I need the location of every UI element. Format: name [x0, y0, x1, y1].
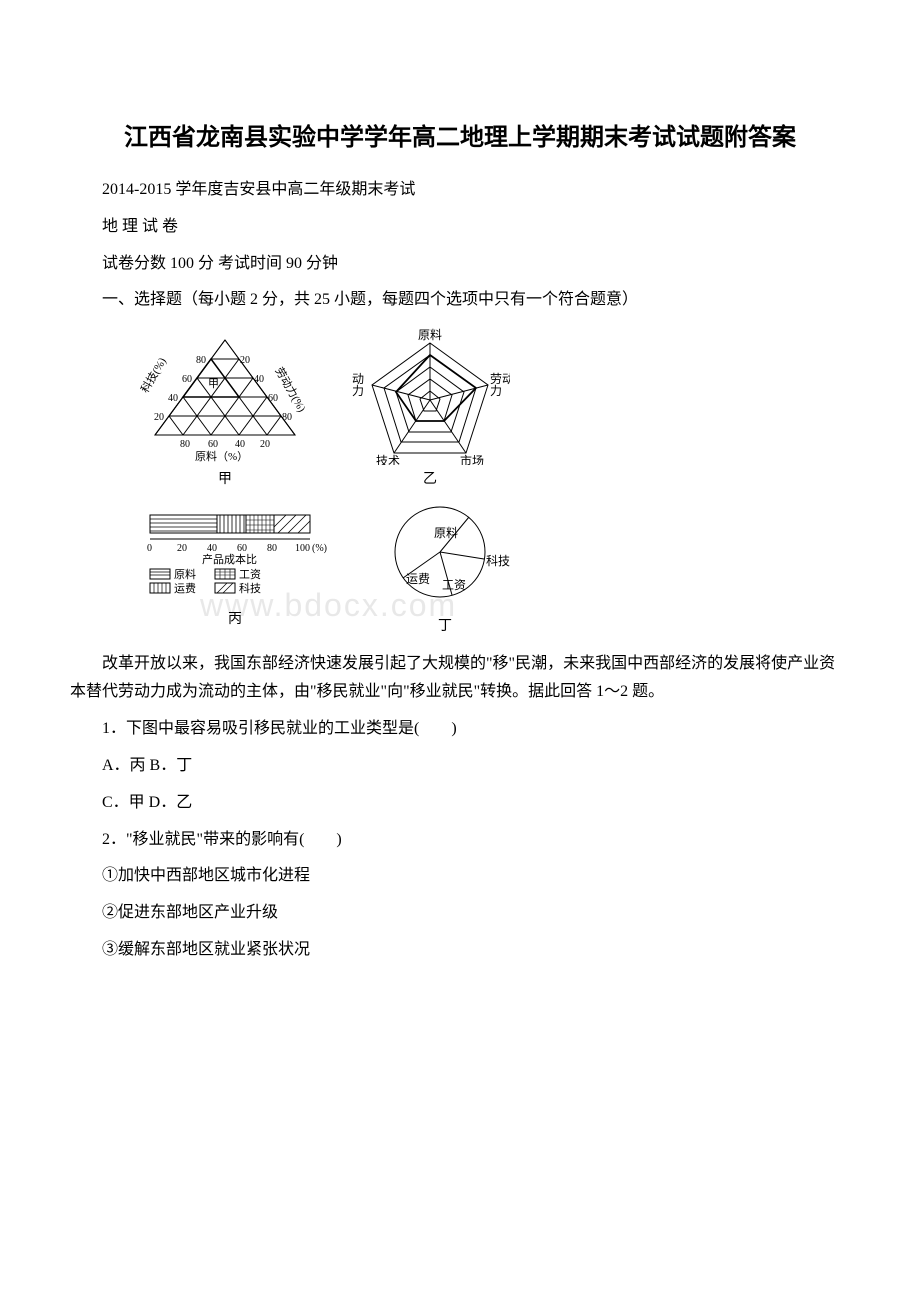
- figure-bing: 0 20 40 60 80 100 (%) 产品成本比 原料: [140, 505, 330, 632]
- q2-stem: 2．"移业就民"带来的影响有( ): [70, 826, 850, 855]
- svg-text:80: 80: [196, 355, 206, 366]
- svg-text:原料: 原料: [434, 526, 458, 540]
- q2-option-1: ①加快中西部地区城市化进程: [70, 862, 850, 891]
- svg-text:80: 80: [282, 412, 292, 423]
- svg-text:科技: 科技: [486, 554, 510, 568]
- q1-option-c: C．甲 D．乙: [70, 789, 850, 818]
- q2-option-2: ②促进东部地区产业升级: [70, 899, 850, 928]
- figure-ding-label: 丁: [370, 614, 520, 639]
- svg-text:力: 力: [490, 384, 502, 398]
- svg-text:产品成本比: 产品成本比: [202, 552, 257, 566]
- svg-text:市场: 市场: [460, 453, 484, 465]
- context-paragraph: 改革开放以来，我国东部经济快速发展引起了大规模的"移"民潮，未来我国中西部经济的…: [70, 650, 850, 708]
- section1-heading: 一、选择题（每小题 2 分，共 25 小题，每题四个选项中只有一个符合题意）: [70, 286, 850, 315]
- document-title: 江西省龙南县实验中学学年高二地理上学期期末考试试题附答案: [70, 120, 850, 156]
- svg-text:工资: 工资: [239, 568, 261, 581]
- svg-text:科技(%): 科技(%): [140, 355, 169, 396]
- figure-ding: 原料 科技 工资 运费 丁: [370, 497, 520, 639]
- svg-text:100: 100: [295, 543, 310, 554]
- svg-text:0: 0: [147, 543, 152, 554]
- exam-info: 试卷分数 100 分 考试时间 90 分钟: [70, 250, 850, 279]
- subtitle-line-2: 地 理 试 卷: [70, 213, 850, 242]
- svg-text:技术: 技术: [376, 454, 400, 465]
- svg-text:原料（%）: 原料（%）: [195, 449, 248, 463]
- svg-text:60: 60: [237, 543, 247, 554]
- figure-jia-label: 甲: [140, 467, 310, 492]
- q1-stem: 1．下图中最容易吸引移民就业的工业类型是( ): [70, 715, 850, 744]
- svg-text:20: 20: [154, 412, 164, 423]
- figure-bing-label: 丙: [140, 607, 330, 632]
- svg-text:劳动力(%): 劳动力(%): [272, 365, 308, 415]
- svg-text:20: 20: [240, 355, 250, 366]
- figure-jia: 甲 80 60 40 20 20 40 60 80 20 40 60 80 科技…: [140, 325, 310, 492]
- subtitle-line-1: 2014-2015 学年度吉安县中高二年级期末考试: [70, 176, 850, 205]
- q2-option-3: ③缓解东部地区就业紧张状况: [70, 936, 850, 965]
- svg-text:力: 力: [352, 384, 364, 398]
- svg-text:原料: 原料: [174, 567, 196, 581]
- svg-text:20: 20: [177, 543, 187, 554]
- figure-yi-label: 乙: [350, 467, 510, 492]
- svg-text:科技: 科技: [239, 581, 261, 595]
- svg-text:60: 60: [182, 374, 192, 385]
- svg-text:40: 40: [207, 543, 217, 554]
- svg-text:40: 40: [254, 374, 264, 385]
- svg-text:(%): (%): [312, 543, 327, 554]
- svg-text:工资: 工资: [442, 578, 466, 592]
- svg-text:20: 20: [260, 439, 270, 450]
- svg-text:40: 40: [235, 439, 245, 450]
- svg-text:运费: 运费: [174, 582, 196, 595]
- figure-container: 甲 80 60 40 20 20 40 60 80 20 40 60 80 科技…: [140, 325, 850, 639]
- svg-text:60: 60: [208, 439, 218, 450]
- figure-yi: 原料 劳动 力 市场 技术 动 力 乙: [350, 325, 510, 492]
- svg-text:运费: 运费: [406, 572, 430, 586]
- svg-text:80: 80: [180, 439, 190, 450]
- svg-text:甲: 甲: [208, 378, 219, 390]
- svg-text:40: 40: [168, 393, 178, 404]
- q1-option-a: A．丙 B．丁: [70, 752, 850, 781]
- svg-text:80: 80: [267, 543, 277, 554]
- svg-text:60: 60: [268, 393, 278, 404]
- svg-text:原料: 原料: [418, 328, 442, 342]
